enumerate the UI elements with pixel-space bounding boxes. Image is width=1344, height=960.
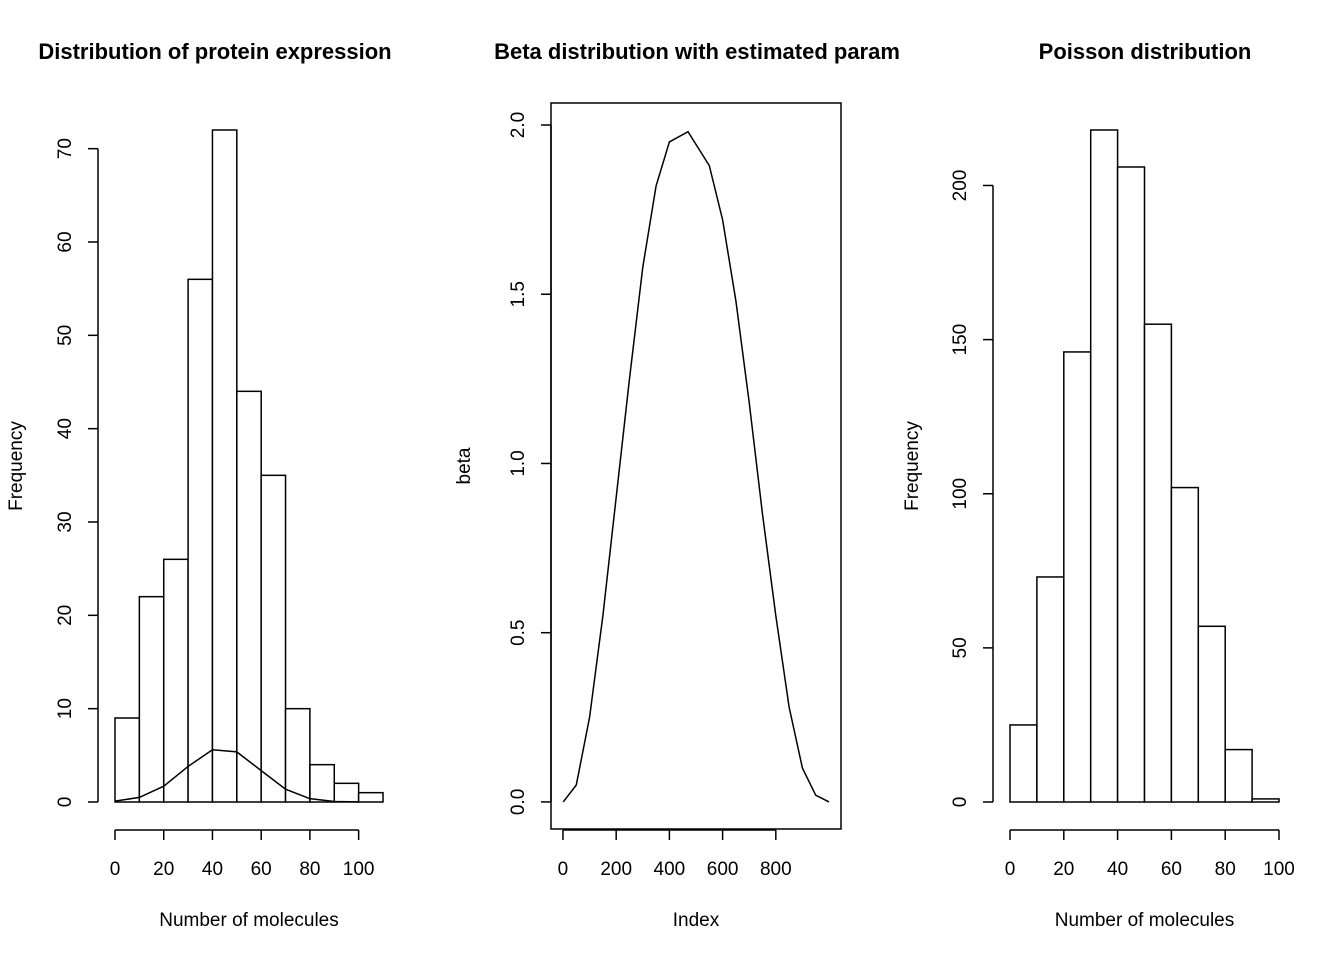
bar (1009, 724, 1038, 803)
bar (309, 763, 336, 803)
y-tick-label: 0.5 (508, 619, 529, 645)
chart-title: Poisson distribution (1039, 39, 1252, 64)
bar (1063, 351, 1092, 803)
x-tick-label: 400 (654, 859, 686, 880)
y-tick-label: 30 (55, 511, 76, 532)
y-tick-label: 150 (950, 324, 971, 356)
bar (1116, 166, 1146, 803)
x-tick-label: 40 (1107, 859, 1128, 880)
x-tick-label: 80 (299, 859, 320, 880)
bar (1197, 625, 1226, 803)
y-tick-label: 0.0 (508, 789, 529, 815)
x-tick-label: 0 (558, 859, 569, 880)
bar (1251, 798, 1280, 803)
y-tick-label: 50 (950, 637, 971, 658)
y-tick-label: 100 (950, 478, 971, 510)
x-tick-label: 0 (110, 859, 121, 880)
bar (333, 782, 360, 803)
chart-title: Beta distribution with estimated param (494, 39, 900, 64)
chart-title: Distribution of protein expression (38, 39, 391, 64)
bar (162, 558, 189, 803)
y-tick-label: 1.5 (508, 281, 529, 307)
x-tick-label: 80 (1215, 859, 1236, 880)
bar (284, 707, 311, 803)
x-axis-label: Index (673, 910, 720, 931)
bar (187, 278, 214, 803)
bar (211, 129, 238, 803)
y-tick-label: 0 (55, 797, 76, 808)
bar (357, 791, 384, 803)
y-axis-label: Frequency (902, 421, 923, 511)
y-axis-label: Frequency (6, 421, 27, 511)
x-axis-label: Number of molecules (159, 910, 339, 931)
y-tick-label: 60 (55, 231, 76, 252)
x-tick-label: 20 (153, 859, 174, 880)
y-tick-label: 1.0 (508, 450, 529, 476)
bar (1036, 576, 1065, 803)
bar (1089, 129, 1119, 803)
bar (114, 717, 141, 803)
x-tick-label: 800 (760, 859, 792, 880)
bar (1224, 748, 1253, 803)
bar (1143, 323, 1173, 803)
y-tick-label: 20 (55, 605, 76, 626)
x-tick-label: 100 (1263, 859, 1295, 880)
line (562, 130, 830, 803)
y-tick-label: 10 (55, 698, 76, 719)
x-tick-label: 200 (600, 859, 632, 880)
bar (138, 595, 165, 803)
y-tick-label: 2.0 (508, 112, 529, 138)
x-tick-label: 100 (343, 859, 375, 880)
density-curve (114, 748, 359, 803)
x-axis-label: Number of molecules (1055, 910, 1235, 931)
x-tick-label: 60 (251, 859, 272, 880)
y-tick-label: 200 (950, 170, 971, 202)
bar (236, 390, 262, 803)
y-tick-label: 50 (55, 325, 76, 346)
bar (1170, 486, 1200, 803)
x-tick-label: 0 (1005, 859, 1016, 880)
y-tick-label: 70 (55, 138, 76, 159)
x-tick-label: 600 (707, 859, 739, 880)
x-tick-label: 60 (1161, 859, 1182, 880)
y-tick-label: 40 (55, 418, 76, 439)
y-axis-label: beta (454, 447, 475, 484)
x-tick-label: 40 (202, 859, 223, 880)
plot-box (550, 102, 842, 830)
y-tick-label: 0 (950, 797, 971, 808)
x-tick-label: 20 (1053, 859, 1074, 880)
bar (260, 474, 287, 803)
